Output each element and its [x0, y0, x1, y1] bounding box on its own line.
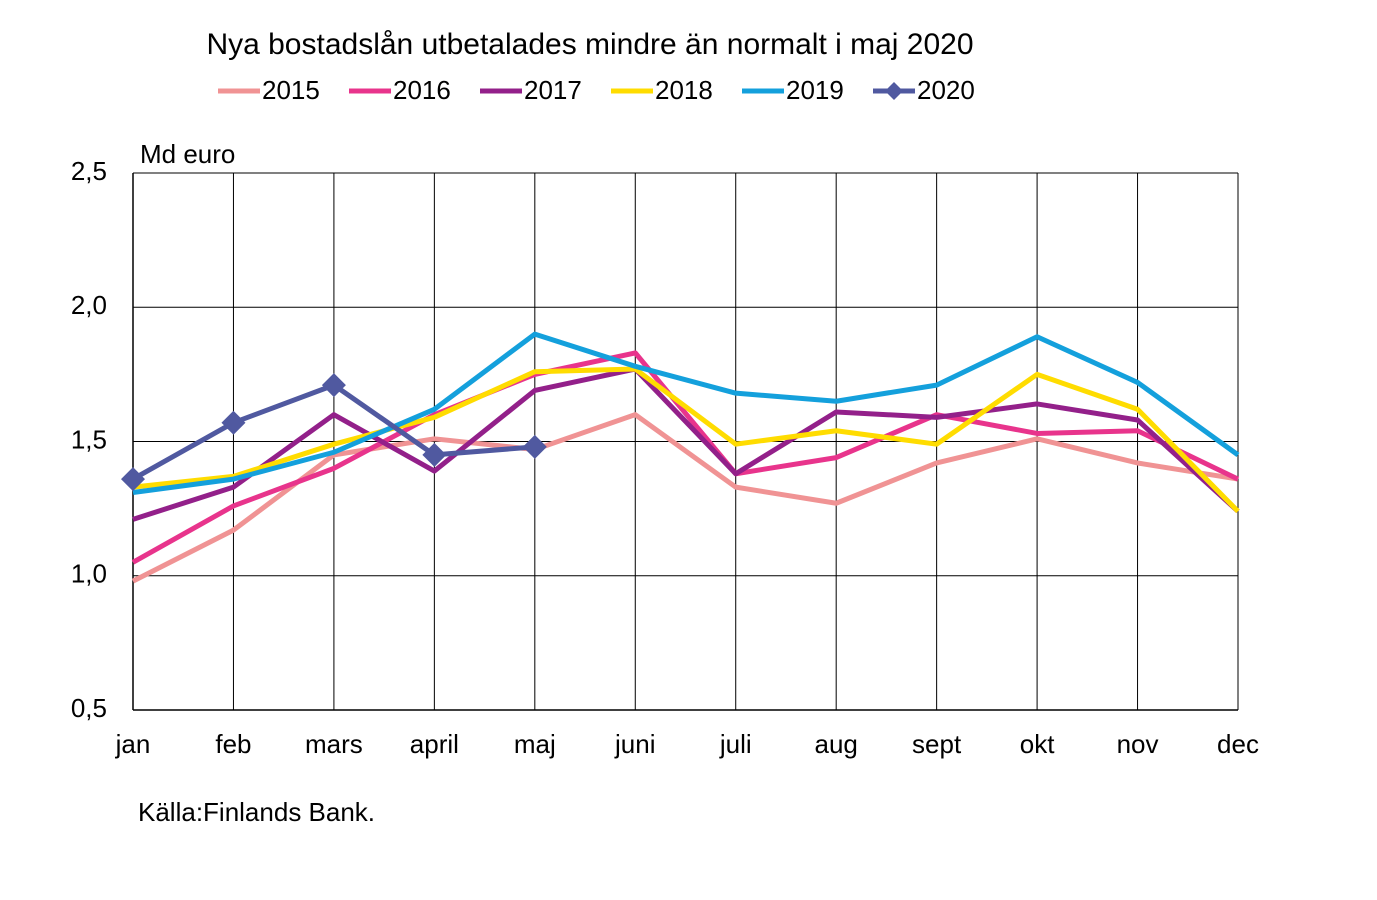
- series-line: [132, 331, 1240, 495]
- series-line: [132, 366, 1240, 522]
- point-marker: [321, 373, 346, 398]
- x-tick-label: aug: [814, 729, 857, 759]
- series-line: [132, 366, 1240, 514]
- source: Källa:Finlands Bank.: [138, 797, 375, 827]
- x-tick-label: okt: [1020, 729, 1055, 759]
- legend-label: 2018: [655, 75, 713, 105]
- y-tick-label: 1,0: [71, 559, 107, 589]
- x-tick-label: maj: [514, 729, 556, 759]
- x-tick-label: juli: [719, 729, 752, 759]
- x-tick-label: dec: [1217, 729, 1259, 759]
- legend-label: 2017: [524, 75, 582, 105]
- point-marker: [221, 410, 246, 435]
- x-tick-label: sept: [912, 729, 962, 759]
- point-marker: [522, 434, 547, 459]
- legend-label: 2019: [786, 75, 844, 105]
- point-marker: [422, 442, 447, 467]
- y-tick-label: 0,5: [71, 693, 107, 723]
- x-tick-label: mars: [305, 729, 363, 759]
- legend-label: 2015: [262, 75, 320, 105]
- point-marker: [121, 467, 145, 492]
- y-tick-label: 1,5: [71, 424, 107, 454]
- y-tick-label: 2,5: [71, 156, 107, 186]
- y-tick-label: 2,0: [71, 290, 107, 320]
- x-tick-label: nov: [1117, 729, 1159, 759]
- legend-label: 2016: [393, 75, 451, 105]
- legend-label: 2020: [917, 75, 975, 105]
- legend-marker: [885, 82, 903, 100]
- chart-title: Nya bostadslån utbetalades mindre än nor…: [206, 28, 973, 61]
- x-tick-label: jan: [115, 729, 151, 759]
- x-tick-label: juni: [614, 729, 655, 759]
- series-line: [131, 350, 1240, 565]
- x-tick-label: april: [410, 729, 459, 759]
- x-tick-label: feb: [215, 729, 251, 759]
- y-axis-label: Md euro: [140, 139, 235, 169]
- series-line: [131, 412, 1239, 584]
